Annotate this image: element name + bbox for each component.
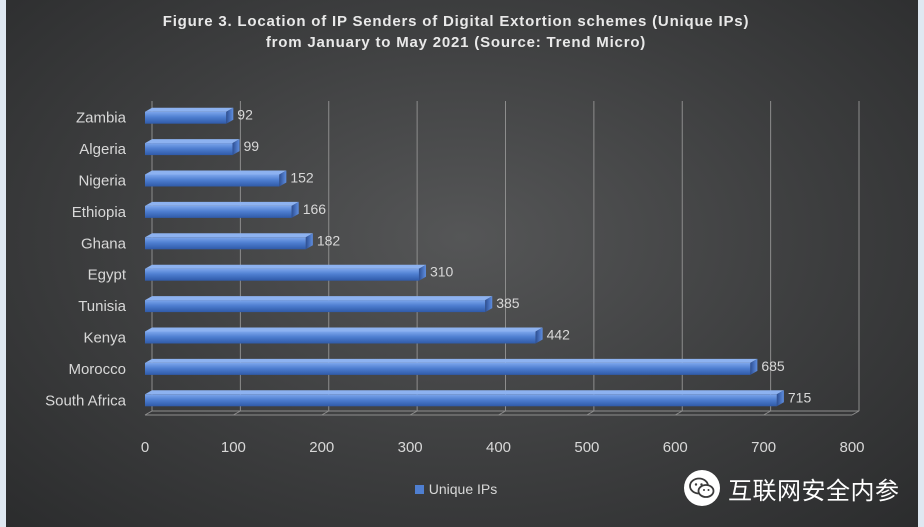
category-label: Tunisia bbox=[78, 298, 126, 315]
bar-front-face bbox=[145, 362, 751, 375]
data-label: 715 bbox=[788, 389, 812, 405]
x-tick-label: 800 bbox=[839, 439, 864, 456]
data-label: 92 bbox=[237, 107, 253, 123]
category-label: Egypt bbox=[88, 267, 127, 284]
gridline-floor-800 bbox=[851, 410, 860, 416]
data-label: 152 bbox=[290, 170, 314, 186]
category-label: Morocco bbox=[68, 361, 126, 378]
chart-title: Figure 3. Location of IP Senders of Digi… bbox=[0, 11, 912, 53]
bar-end-face bbox=[750, 358, 758, 375]
watermark-text: 互联网安全内参 bbox=[728, 476, 900, 505]
gridline-floor-500 bbox=[586, 410, 595, 416]
bar-egypt bbox=[145, 264, 426, 281]
data-label: 99 bbox=[243, 138, 259, 154]
x-tick-label: 200 bbox=[309, 439, 334, 456]
bar-nigeria bbox=[145, 170, 287, 187]
category-label: Algeria bbox=[79, 141, 126, 158]
bar-tunisia bbox=[145, 296, 493, 313]
data-label: 385 bbox=[496, 295, 520, 311]
bar-kenya bbox=[145, 327, 543, 344]
bar-south-africa bbox=[145, 390, 784, 407]
data-label: 166 bbox=[303, 201, 327, 217]
x-tick-label: 300 bbox=[398, 439, 423, 456]
category-labels: Zambia Algeria Nigeria Ethiopia Ghana Egypt Tu… bbox=[45, 110, 127, 410]
category-label: Zambia bbox=[76, 110, 127, 127]
x-tick-label: 400 bbox=[486, 439, 511, 456]
watermark: 互联网安全内参 bbox=[684, 468, 900, 508]
gridline-floor-700 bbox=[763, 410, 771, 416]
data-label: 442 bbox=[547, 327, 571, 343]
bar-end-face bbox=[535, 327, 543, 344]
gridline-floor-100 bbox=[233, 410, 241, 416]
category-label: South Africa bbox=[45, 392, 127, 409]
category-label: Kenya bbox=[83, 330, 126, 347]
bar-top-face bbox=[145, 139, 240, 144]
gridline-floor-600 bbox=[675, 410, 683, 416]
wechat-icon bbox=[684, 470, 720, 506]
bar-end-face bbox=[279, 170, 287, 187]
bar-algeria bbox=[145, 139, 240, 156]
bar-front-face bbox=[145, 268, 419, 281]
bar-front-face bbox=[145, 394, 777, 407]
legend-swatch bbox=[414, 485, 424, 494]
x-tick-label: 700 bbox=[751, 439, 776, 456]
chart-title-line-2: from January to May 2021 (Source: Trend … bbox=[265, 34, 647, 51]
gridline-floor-300 bbox=[409, 410, 418, 416]
gridline-floor-200 bbox=[321, 410, 329, 416]
bar-end-face bbox=[305, 233, 313, 250]
bar-top-face bbox=[145, 390, 784, 395]
bar-top-face bbox=[145, 358, 758, 363]
bar-top-face bbox=[145, 170, 287, 175]
category-label: Ghana bbox=[81, 235, 127, 252]
x-tick-label: 0 bbox=[141, 439, 149, 456]
bar-end-face bbox=[485, 296, 493, 313]
bar-end-face bbox=[226, 107, 234, 124]
bar-ghana bbox=[145, 233, 313, 250]
data-label: 685 bbox=[761, 358, 785, 374]
x-tick-label: 100 bbox=[221, 439, 246, 456]
bar-end-face bbox=[291, 201, 299, 218]
bar-top-face bbox=[145, 264, 426, 269]
category-label: Nigeria bbox=[78, 173, 126, 190]
bar-end-face bbox=[776, 390, 784, 407]
legend: Unique IPs bbox=[0, 481, 912, 497]
bar-front-face bbox=[145, 111, 227, 124]
bar-end-face bbox=[418, 264, 426, 281]
chart-title-line-1: Figure 3. Location of IP Senders of Digi… bbox=[162, 13, 750, 30]
gridline-floor-400 bbox=[498, 410, 506, 416]
bar-morocco bbox=[145, 358, 758, 375]
axis-floor bbox=[145, 410, 859, 416]
gridline-floor-0 bbox=[144, 410, 153, 416]
data-label: 310 bbox=[430, 264, 454, 280]
bar-zambia bbox=[145, 107, 234, 124]
x-tick-labels: 0 100 200 300 400 500 600 700 800 bbox=[141, 439, 865, 456]
bar-ethiopia bbox=[145, 201, 299, 218]
bar-front-face bbox=[145, 300, 486, 313]
bar-front-face bbox=[145, 205, 292, 218]
bar-top-face bbox=[145, 201, 299, 206]
bar-top-face bbox=[145, 107, 234, 112]
bar-front-face bbox=[145, 174, 280, 187]
data-label: 182 bbox=[317, 232, 341, 248]
bar-end-face bbox=[232, 139, 240, 156]
legend-label: Unique IPs bbox=[428, 481, 498, 497]
bar-front-face bbox=[145, 237, 306, 250]
bar-top-face bbox=[145, 233, 313, 238]
x-tick-label: 500 bbox=[574, 439, 599, 456]
bar-front-face bbox=[145, 143, 233, 156]
bar-top-face bbox=[145, 296, 493, 301]
x-tick-label: 600 bbox=[663, 439, 688, 456]
bar-top-face bbox=[145, 327, 543, 332]
bar-front-face bbox=[145, 331, 536, 344]
category-label: Ethiopia bbox=[72, 204, 127, 221]
bars bbox=[145, 107, 784, 407]
